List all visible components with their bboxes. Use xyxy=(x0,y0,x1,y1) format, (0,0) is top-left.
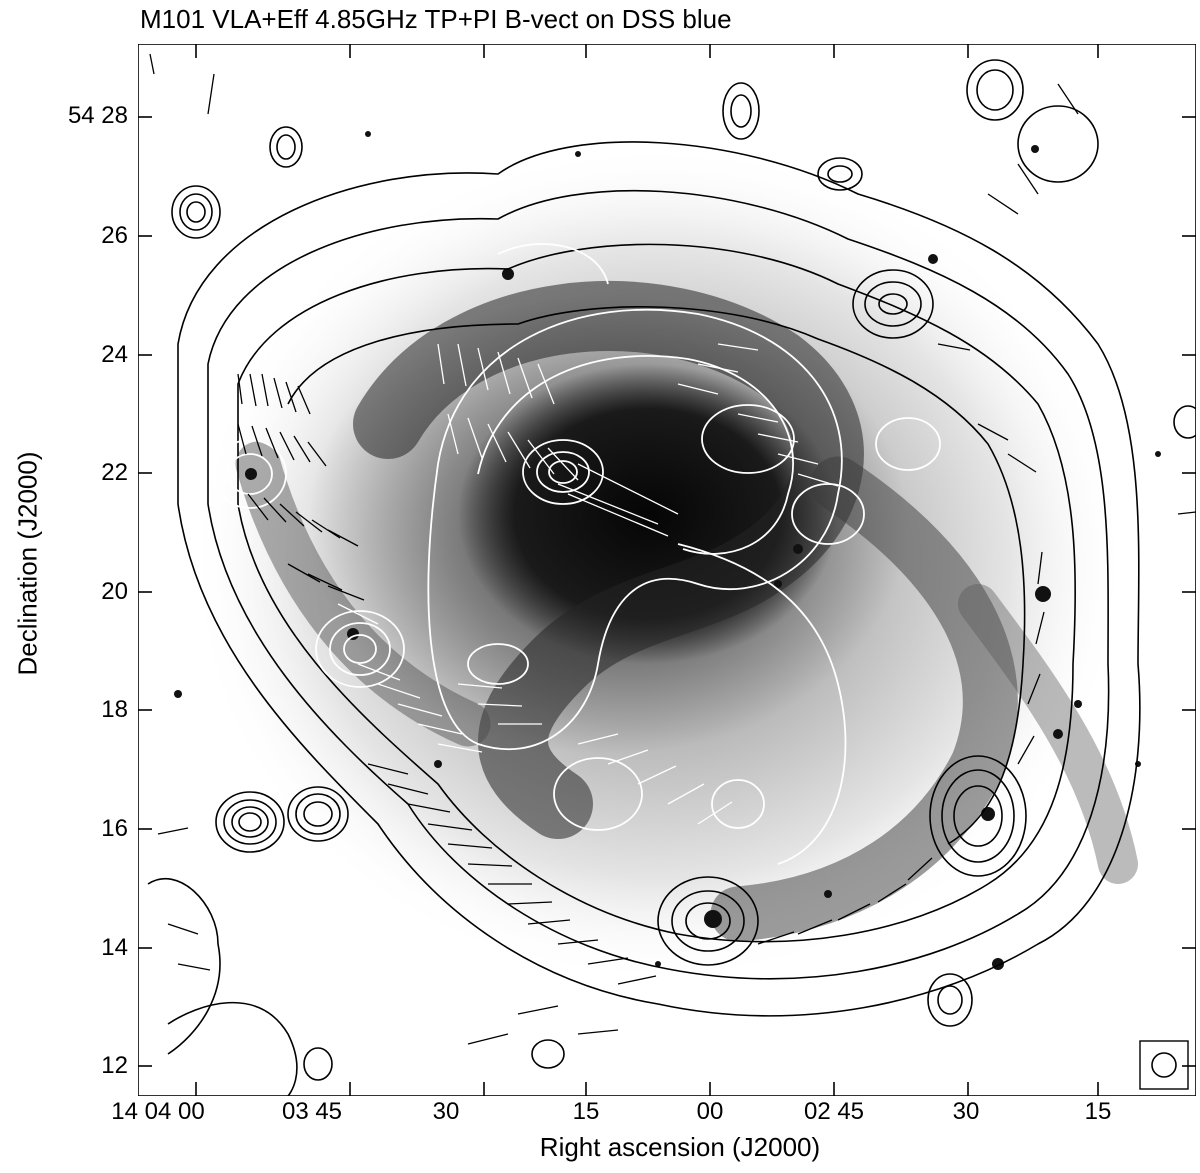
figure-title: M101 VLA+Eff 4.85GHz TP+PI B-vect on DSS… xyxy=(140,4,732,34)
y-tick-label: 26 xyxy=(101,222,128,249)
x-axis-label: Right ascension (J2000) xyxy=(539,1132,821,1162)
x-tick-label: 15 xyxy=(1084,1098,1112,1125)
x-tick-label: 14 04 00 xyxy=(111,1098,205,1125)
y-tick-label: 24 xyxy=(101,341,128,368)
star-field xyxy=(174,131,1161,970)
y-tick-label: 16 xyxy=(101,815,128,842)
x-tick-label: 15 xyxy=(572,1098,600,1125)
y-tick-label: 22 xyxy=(101,459,128,486)
polarization-vectors xyxy=(149,53,1196,1045)
y-tick-label: 18 xyxy=(101,696,128,723)
outer-contours xyxy=(147,59,1196,1096)
y-tick-label: 54 28 xyxy=(67,102,128,129)
axis-frame xyxy=(138,44,1196,1096)
x-tick-label: 30 xyxy=(952,1098,980,1125)
x-tick-label: 30 xyxy=(432,1098,460,1125)
spiral-arm xyxy=(710,456,1018,942)
spiral-arm xyxy=(235,441,491,747)
galaxy-radio-map xyxy=(138,44,1196,1096)
inner-contours xyxy=(213,243,941,865)
y-tick-label: 14 xyxy=(101,934,128,961)
x-tick-label: 00 xyxy=(696,1098,724,1125)
x-tick-label: 02 45 xyxy=(803,1098,865,1125)
x-tick-label: 03 45 xyxy=(281,1098,343,1125)
y-tick-label: 12 xyxy=(101,1052,128,1079)
spiral-arm xyxy=(958,584,1138,884)
y-tick-label: 20 xyxy=(101,578,128,605)
